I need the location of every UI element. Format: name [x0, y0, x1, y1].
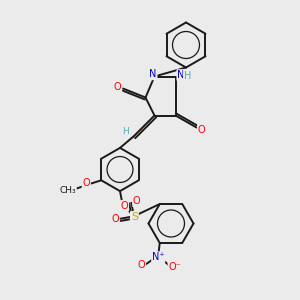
Text: O: O: [138, 260, 145, 271]
Text: O: O: [82, 178, 90, 188]
Text: S: S: [131, 212, 138, 222]
Text: O: O: [121, 201, 128, 211]
Text: N: N: [177, 70, 184, 80]
Text: O: O: [133, 196, 141, 206]
Text: H: H: [122, 128, 128, 136]
Text: O: O: [114, 82, 122, 92]
Text: O: O: [198, 124, 206, 135]
Text: H: H: [184, 70, 191, 81]
Text: N⁺: N⁺: [152, 252, 165, 262]
Text: O: O: [111, 214, 119, 224]
Text: N: N: [149, 69, 157, 80]
Text: CH₃: CH₃: [59, 186, 76, 195]
Text: O⁻: O⁻: [168, 262, 181, 272]
